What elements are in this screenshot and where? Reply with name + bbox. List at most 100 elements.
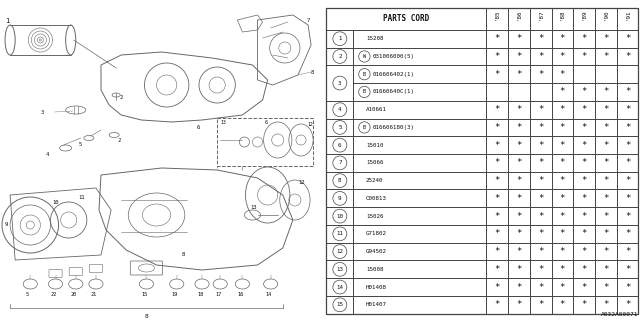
- Text: '86: '86: [516, 10, 522, 20]
- Text: *: *: [560, 229, 565, 238]
- Bar: [595, 154, 617, 172]
- Text: '88: '88: [560, 10, 565, 20]
- Bar: [508, 260, 530, 278]
- Bar: [617, 30, 639, 48]
- Bar: [326, 30, 353, 48]
- Bar: [508, 243, 530, 260]
- Bar: [617, 136, 639, 154]
- Text: *: *: [603, 283, 609, 292]
- Text: *: *: [625, 123, 630, 132]
- Text: B: B: [363, 89, 366, 94]
- Text: 25240: 25240: [366, 178, 383, 183]
- Text: *: *: [581, 247, 587, 256]
- Text: *: *: [538, 70, 543, 79]
- Bar: [353, 207, 486, 225]
- Bar: [552, 136, 573, 154]
- Text: *: *: [516, 141, 522, 150]
- Text: *: *: [495, 123, 500, 132]
- Bar: [552, 48, 573, 65]
- Text: *: *: [581, 141, 587, 150]
- Text: 2: 2: [338, 54, 342, 59]
- Bar: [552, 296, 573, 314]
- Bar: [326, 243, 353, 260]
- Bar: [486, 260, 508, 278]
- Text: *: *: [516, 176, 522, 185]
- Text: 18: 18: [197, 292, 204, 297]
- Bar: [617, 118, 639, 136]
- Text: 6: 6: [338, 143, 342, 148]
- Bar: [508, 30, 530, 48]
- Text: 7: 7: [338, 160, 342, 165]
- Text: C00813: C00813: [366, 196, 387, 201]
- Text: B: B: [363, 125, 366, 130]
- Text: 17: 17: [215, 292, 221, 297]
- Text: *: *: [516, 229, 522, 238]
- Text: *: *: [625, 300, 630, 309]
- Bar: [573, 48, 595, 65]
- Bar: [326, 8, 486, 30]
- Text: 5: 5: [338, 125, 342, 130]
- Text: *: *: [516, 283, 522, 292]
- Text: *: *: [495, 105, 500, 114]
- Text: *: *: [560, 247, 565, 256]
- Bar: [353, 278, 486, 296]
- Bar: [508, 154, 530, 172]
- Bar: [486, 207, 508, 225]
- Text: *: *: [581, 87, 587, 96]
- Bar: [486, 136, 508, 154]
- Bar: [617, 48, 639, 65]
- Bar: [552, 101, 573, 118]
- Text: *: *: [560, 212, 565, 220]
- Bar: [486, 172, 508, 189]
- Bar: [486, 30, 508, 48]
- Bar: [552, 65, 573, 83]
- Bar: [617, 296, 639, 314]
- Text: *: *: [560, 300, 565, 309]
- Text: 11: 11: [337, 231, 343, 236]
- Text: *: *: [625, 158, 630, 167]
- Text: *: *: [603, 52, 609, 61]
- Text: 4: 4: [45, 152, 49, 157]
- Text: 12: 12: [337, 249, 343, 254]
- Text: *: *: [495, 34, 500, 43]
- Bar: [552, 225, 573, 243]
- Bar: [508, 8, 530, 30]
- Text: *: *: [495, 141, 500, 150]
- Text: '85: '85: [495, 10, 500, 20]
- Text: *: *: [603, 176, 609, 185]
- Bar: [573, 260, 595, 278]
- Bar: [617, 225, 639, 243]
- Bar: [595, 136, 617, 154]
- Bar: [326, 172, 353, 189]
- Text: 8: 8: [182, 252, 185, 257]
- Text: 3: 3: [338, 81, 342, 85]
- Text: 2: 2: [117, 138, 120, 143]
- Bar: [326, 296, 353, 314]
- Bar: [530, 154, 552, 172]
- Bar: [326, 278, 353, 296]
- Text: *: *: [495, 283, 500, 292]
- Bar: [552, 8, 573, 30]
- Bar: [530, 48, 552, 65]
- Bar: [617, 8, 639, 30]
- Text: *: *: [625, 105, 630, 114]
- Text: 14: 14: [266, 292, 272, 297]
- Bar: [552, 243, 573, 260]
- Text: *: *: [603, 300, 609, 309]
- Text: *: *: [625, 34, 630, 43]
- Text: *: *: [538, 229, 543, 238]
- Bar: [617, 189, 639, 207]
- Text: *: *: [495, 300, 500, 309]
- Bar: [530, 65, 552, 83]
- Bar: [508, 172, 530, 189]
- Text: *: *: [538, 194, 543, 203]
- Bar: [530, 207, 552, 225]
- Bar: [530, 189, 552, 207]
- Text: *: *: [603, 247, 609, 256]
- Text: *: *: [625, 52, 630, 61]
- Text: *: *: [581, 212, 587, 220]
- Text: *: *: [495, 265, 500, 274]
- Bar: [326, 101, 353, 118]
- Bar: [326, 225, 353, 243]
- Text: 15066: 15066: [366, 160, 383, 165]
